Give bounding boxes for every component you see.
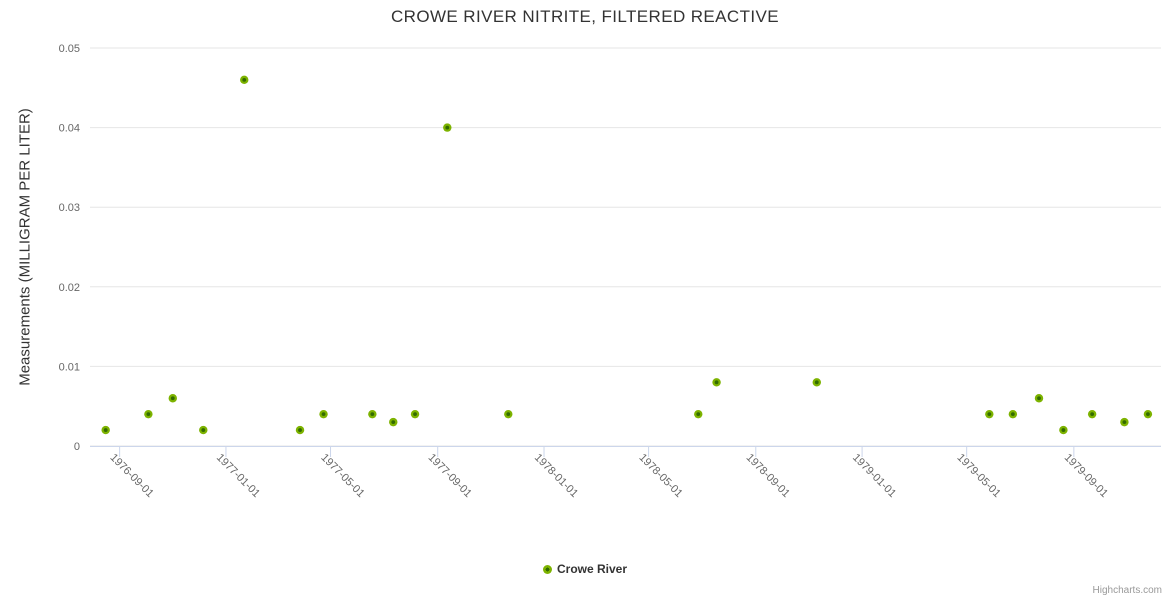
y-axis-label: 0.01	[59, 361, 80, 373]
data-point[interactable]	[1034, 394, 1044, 403]
data-point[interactable]	[101, 425, 110, 435]
data-point[interactable]	[168, 394, 177, 403]
y-axis-label: 0.05	[59, 43, 80, 55]
x-axis-label: 1976-09-01	[108, 452, 156, 500]
y-axis-label: 0.02	[59, 282, 80, 294]
x-axis-label: 1979-09-01	[1062, 452, 1110, 500]
legend-label: Crowe River	[556, 562, 628, 576]
x-axis-label: 1978-01-01	[532, 452, 580, 500]
data-point[interactable]	[144, 409, 153, 419]
data-point[interactable]	[1008, 409, 1018, 419]
data-point[interactable]	[1143, 409, 1153, 419]
data-point[interactable]	[295, 425, 305, 435]
data-point[interactable]	[1087, 409, 1097, 419]
data-point[interactable]	[410, 409, 420, 419]
y-axis-label: 0.04	[59, 123, 80, 135]
data-point[interactable]	[240, 75, 249, 85]
y-axis-label: 0.03	[59, 202, 80, 214]
x-axis-label: 1979-05-01	[955, 452, 1003, 500]
chart-title: CROWE RIVER NITRITE, FILTERED REACTIVE	[391, 7, 779, 26]
data-point[interactable]	[985, 409, 994, 419]
data-point[interactable]	[694, 409, 703, 419]
x-axis-label: 1979-01-01	[850, 452, 898, 500]
data-point[interactable]	[812, 378, 821, 387]
data-point[interactable]	[1120, 417, 1129, 427]
data-point[interactable]	[199, 425, 208, 435]
x-axis-label: 1978-09-01	[744, 452, 792, 500]
legend-item-crowe-river[interactable]: Crowe River	[542, 562, 628, 576]
data-point[interactable]	[319, 409, 328, 419]
x-axis-label: 1978-05-01	[636, 452, 684, 500]
data-point[interactable]	[1059, 425, 1068, 435]
data-point[interactable]	[368, 409, 377, 419]
data-point[interactable]	[712, 378, 721, 387]
data-point[interactable]	[504, 409, 513, 419]
credits-link[interactable]: Highcharts.com	[1092, 585, 1162, 596]
x-axis-label: 1977-05-01	[318, 452, 366, 500]
x-axis-label: 1977-09-01	[426, 452, 474, 500]
y-axis-label: 0	[74, 441, 80, 453]
data-point[interactable]	[389, 417, 398, 427]
data-point[interactable]	[443, 123, 452, 132]
legend-marker-icon	[542, 564, 552, 574]
x-axis-label: 1977-01-01	[214, 452, 262, 500]
